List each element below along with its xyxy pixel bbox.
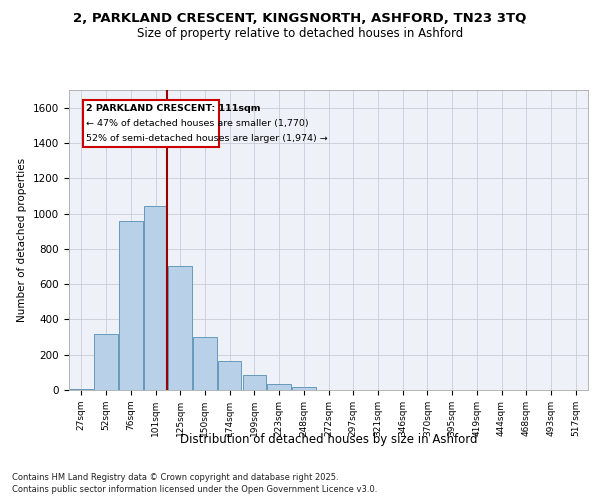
Bar — [119, 220, 143, 390]
Text: Contains public sector information licensed under the Open Government Licence v3: Contains public sector information licen… — [12, 485, 377, 494]
Bar — [242, 375, 266, 390]
Y-axis label: Number of detached properties: Number of detached properties — [17, 158, 28, 322]
Text: 2, PARKLAND CRESCENT, KINGSNORTH, ASHFORD, TN23 3TQ: 2, PARKLAND CRESCENT, KINGSNORTH, ASHFOR… — [73, 12, 527, 26]
Text: Distribution of detached houses by size in Ashford: Distribution of detached houses by size … — [180, 432, 478, 446]
Bar — [144, 206, 167, 390]
Bar — [218, 361, 241, 390]
Bar — [94, 334, 118, 390]
Bar — [193, 337, 217, 390]
FancyBboxPatch shape — [83, 100, 219, 148]
Text: Size of property relative to detached houses in Ashford: Size of property relative to detached ho… — [137, 28, 463, 40]
Text: 2 PARKLAND CRESCENT: 111sqm: 2 PARKLAND CRESCENT: 111sqm — [86, 104, 261, 113]
Text: ← 47% of detached houses are smaller (1,770): ← 47% of detached houses are smaller (1,… — [86, 119, 309, 128]
Bar — [268, 384, 291, 390]
Bar — [169, 266, 192, 390]
Bar — [292, 388, 316, 390]
Text: 52% of semi-detached houses are larger (1,974) →: 52% of semi-detached houses are larger (… — [86, 134, 328, 143]
Text: Contains HM Land Registry data © Crown copyright and database right 2025.: Contains HM Land Registry data © Crown c… — [12, 472, 338, 482]
Bar — [70, 389, 93, 390]
